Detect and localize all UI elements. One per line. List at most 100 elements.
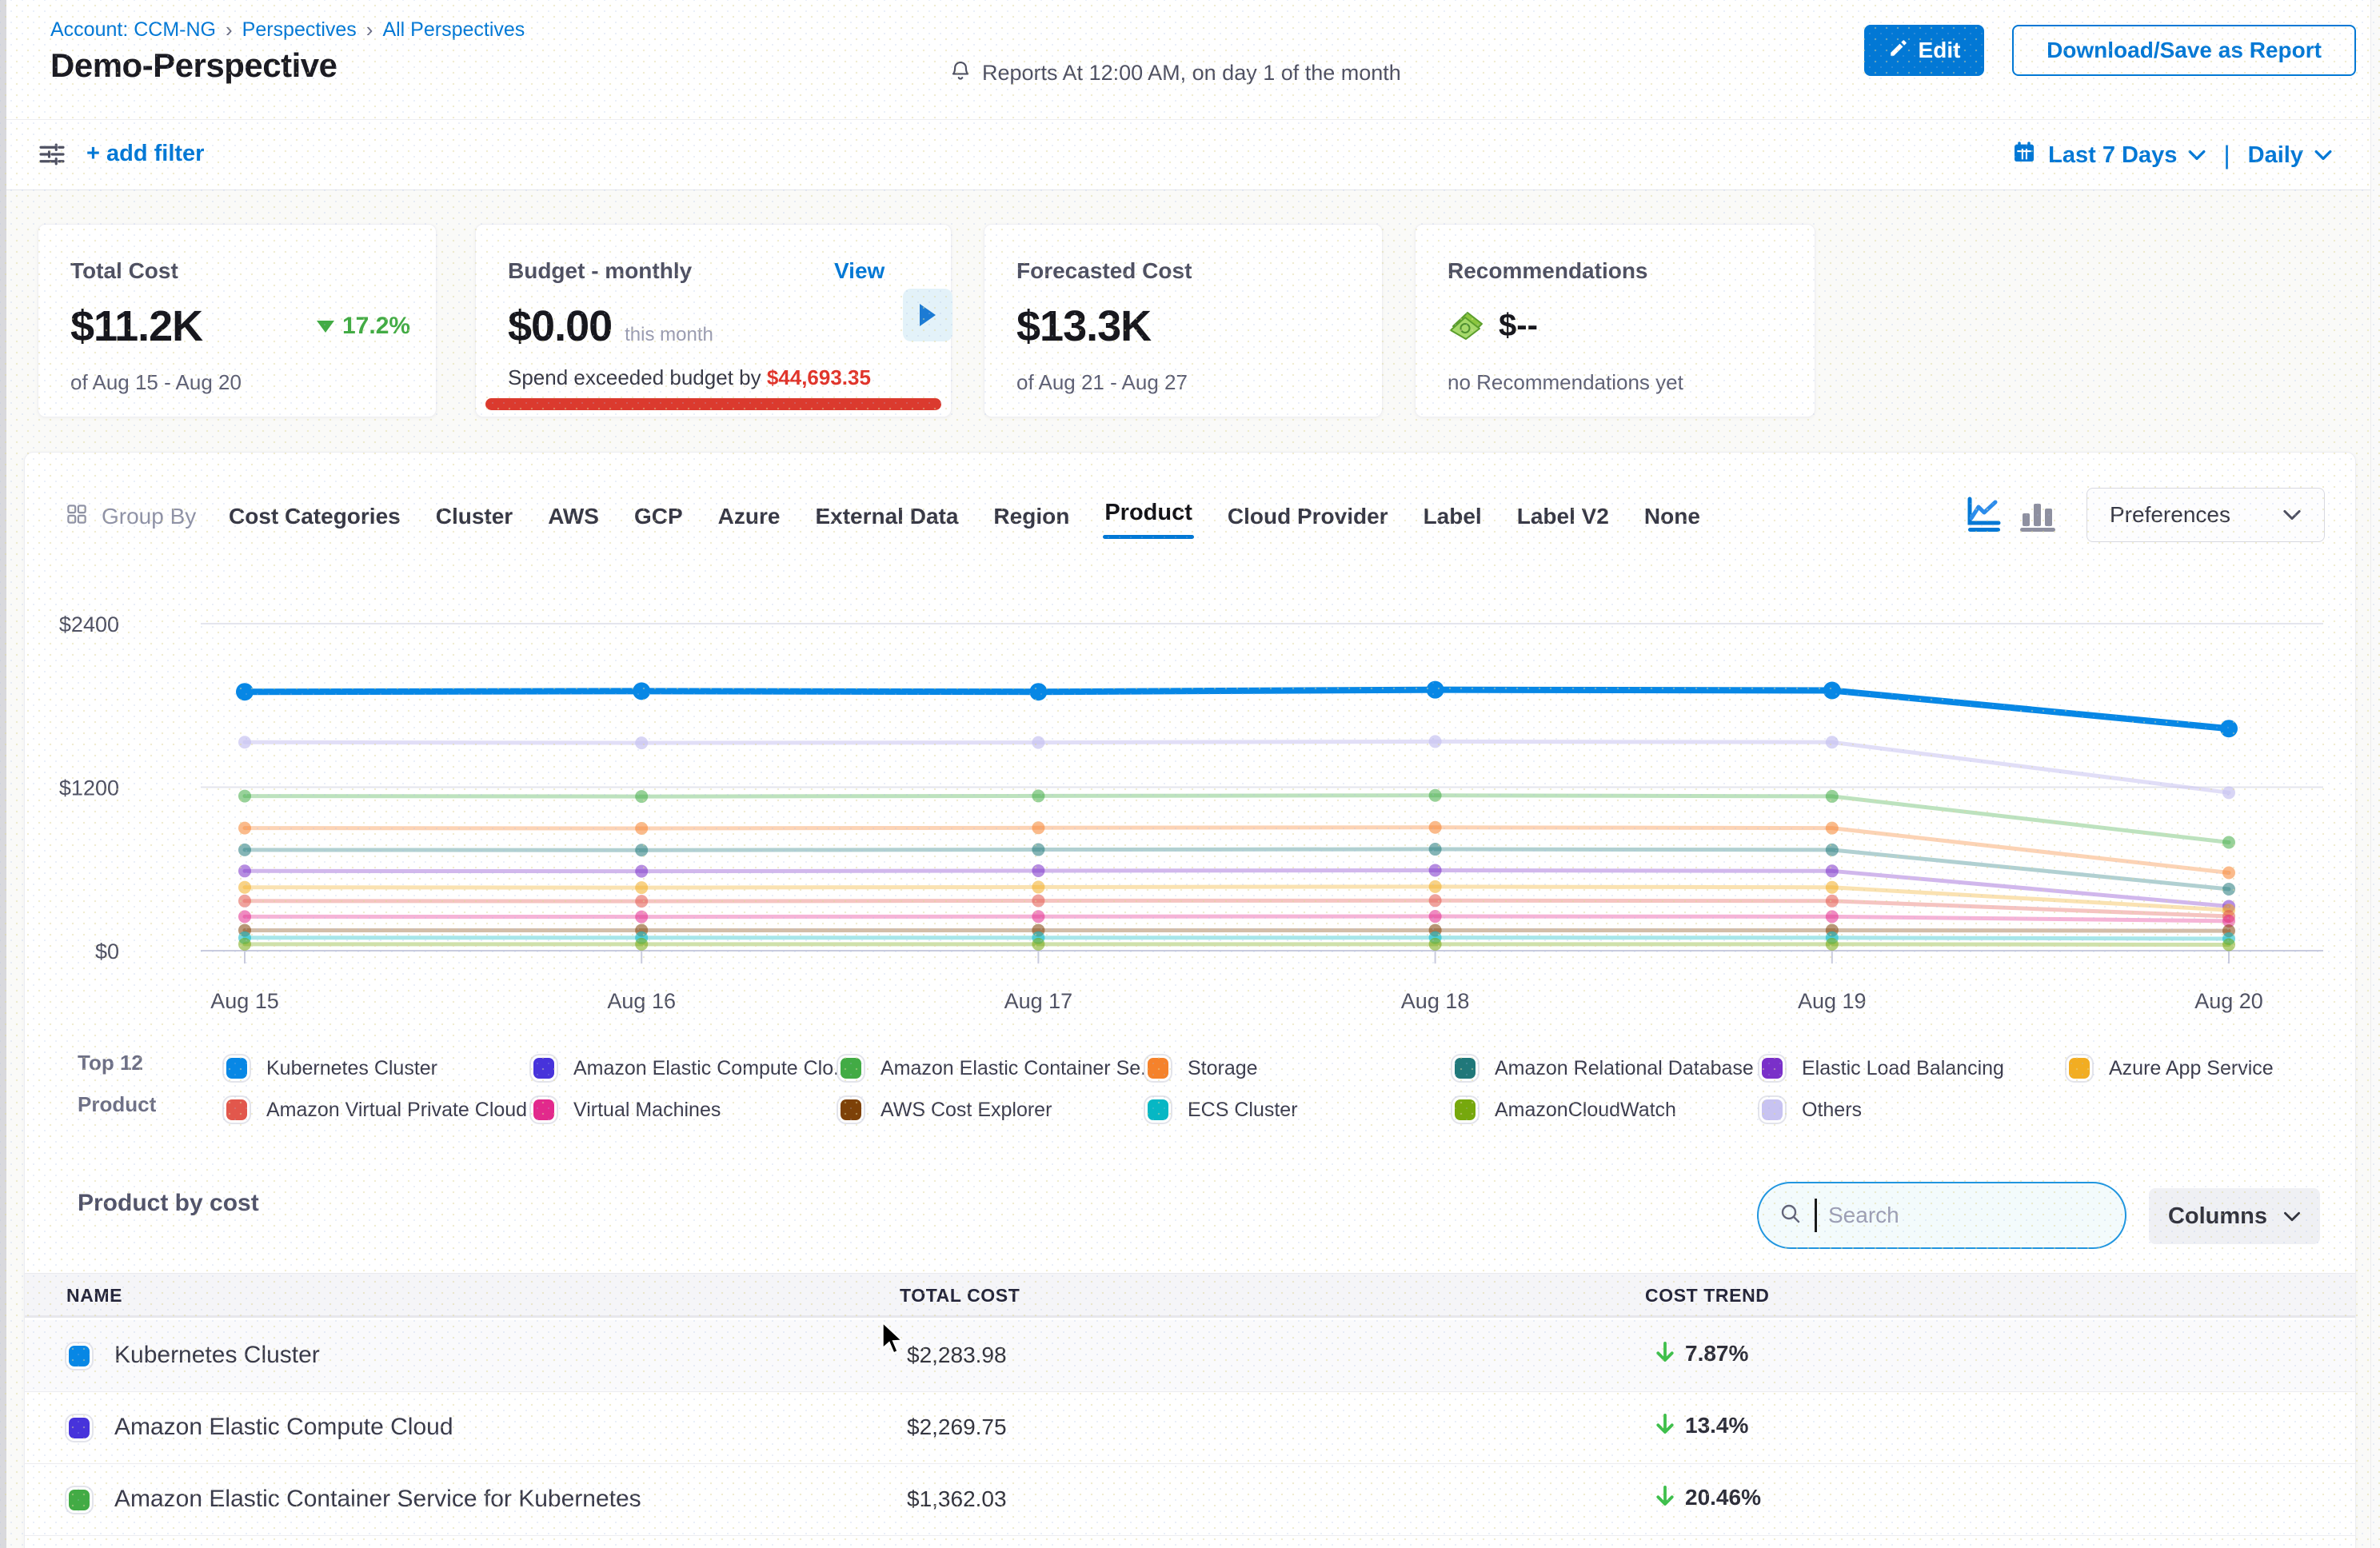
breadcrumb-account-link[interactable]: Account: CCM-NG bbox=[50, 18, 216, 41]
legend-item-amazon-virtual-private-cloud[interactable]: Amazon Virtual Private Cloud bbox=[226, 1099, 533, 1122]
filter-sliders-icon[interactable] bbox=[35, 138, 69, 175]
legend-label: Amazon Elastic Compute Clo... bbox=[573, 1056, 850, 1079]
pencil-icon bbox=[1888, 38, 1909, 64]
download-save-report-button[interactable]: Download/Save as Report bbox=[2012, 25, 2356, 76]
legend-item-amazon-relational-database[interactable]: Amazon Relational Database ... bbox=[1455, 1057, 1776, 1080]
card-label: Budget - monthly bbox=[508, 258, 693, 283]
legend-item-elastic-load-balancing[interactable]: Elastic Load Balancing bbox=[1762, 1057, 2069, 1080]
legend-item-azure-app-service[interactable]: Azure App Service bbox=[2069, 1057, 2376, 1080]
date-range-picker[interactable]: Last 7 Days bbox=[2011, 139, 2206, 171]
legend-swatch bbox=[2069, 1058, 2090, 1079]
budget-expand-button[interactable] bbox=[903, 289, 952, 341]
tab-product[interactable]: Product bbox=[1103, 499, 1194, 539]
svg-text:Aug 20: Aug 20 bbox=[2194, 989, 2263, 1013]
legend-item-amazon-elastic-compute-clo[interactable]: Amazon Elastic Compute Clo... bbox=[533, 1057, 850, 1080]
breadcrumb-perspectives-link[interactable]: Perspectives bbox=[242, 18, 357, 41]
breadcrumb-all-perspectives-link[interactable]: All Perspectives bbox=[382, 18, 525, 41]
bar-chart-toggle-icon[interactable] bbox=[2019, 499, 2056, 537]
budget-value-suffix: this month bbox=[625, 324, 713, 345]
tab-gcp[interactable]: GCP bbox=[633, 504, 683, 529]
legend-swatch bbox=[841, 1058, 861, 1079]
group-by-label: Group By bbox=[102, 504, 197, 529]
svg-text:Aug 17: Aug 17 bbox=[1004, 989, 1073, 1013]
recommendations-card: Recommendations $-- no Recommendations y… bbox=[1415, 224, 1815, 417]
table-section-title: Product by cost bbox=[78, 1190, 259, 1216]
collapsed-left-nav-edge[interactable] bbox=[0, 0, 6, 1548]
tab-label-v2[interactable]: Label V2 bbox=[1516, 504, 1609, 529]
text-caret bbox=[1815, 1199, 1817, 1232]
legend-item-ecs-cluster[interactable]: ECS Cluster bbox=[1148, 1099, 1455, 1122]
tab-cluster[interactable]: Cluster bbox=[435, 504, 513, 529]
legend-item-amazon-elastic-container-se[interactable]: Amazon Elastic Container Se... bbox=[841, 1057, 1157, 1080]
tab-none[interactable]: None bbox=[1643, 504, 1700, 529]
page-title: Demo-Perspective bbox=[50, 46, 337, 84]
table-row[interactable]: Kubernetes Cluster $2,283.98 7.87% bbox=[25, 1320, 2355, 1392]
granularity-picker[interactable]: Daily bbox=[2248, 142, 2332, 169]
legend-label: Amazon Relational Database ... bbox=[1495, 1056, 1776, 1079]
preferences-dropdown[interactable]: Preferences bbox=[2086, 488, 2325, 542]
line-chart-toggle-icon[interactable] bbox=[1963, 496, 2002, 537]
search-placeholder: Search bbox=[1828, 1203, 1899, 1227]
tab-azure[interactable]: Azure bbox=[717, 504, 781, 529]
budget-card: Budget - monthly View $0.00 this month S… bbox=[475, 224, 952, 417]
table-row[interactable]: Amazon Elastic Compute Cloud $2,269.75 13.… bbox=[25, 1392, 2355, 1464]
card-period: of Aug 15 - Aug 20 bbox=[70, 370, 242, 394]
add-filter-button[interactable]: + add filter bbox=[86, 141, 205, 166]
page-scrollbar[interactable] bbox=[2370, 0, 2380, 1548]
trend-down-arrow-icon bbox=[1656, 1414, 1674, 1434]
legend-label: Amazon Virtual Private Cloud bbox=[266, 1098, 528, 1121]
tab-region[interactable]: Region bbox=[993, 504, 1070, 529]
legend-item-virtual-machines[interactable]: Virtual Machines bbox=[533, 1099, 841, 1122]
column-header-name: NAME bbox=[66, 1285, 123, 1306]
breadcrumb-separator-icon: › bbox=[365, 18, 373, 42]
legend-swatch bbox=[1455, 1058, 1476, 1079]
svg-text:Aug 19: Aug 19 bbox=[1798, 989, 1867, 1013]
tab-label[interactable]: Label bbox=[1423, 504, 1482, 529]
legend-item-aws-cost-explorer[interactable]: AWS Cost Explorer bbox=[841, 1099, 1148, 1122]
row-total-cost: $2,283.98 bbox=[907, 1343, 1007, 1367]
svg-text:Aug 15: Aug 15 bbox=[210, 989, 279, 1013]
edit-button[interactable]: Edit bbox=[1864, 25, 1984, 76]
forecasted-cost-card: Forecasted Cost $13.3K of Aug 21 - Aug 2… bbox=[984, 224, 1383, 417]
legend-swatch bbox=[533, 1099, 554, 1120]
chevron-down-icon bbox=[2188, 150, 2206, 161]
column-header-cost-trend: COST TREND bbox=[1645, 1285, 1770, 1306]
trend-down-arrow-icon bbox=[1656, 1342, 1674, 1362]
row-cost-trend: 7.87% bbox=[1653, 1341, 1748, 1366]
legend-item-storage[interactable]: Storage bbox=[1148, 1057, 1455, 1080]
legend-swatch bbox=[1148, 1099, 1168, 1120]
svg-text:Aug 18: Aug 18 bbox=[1401, 989, 1470, 1013]
reports-schedule-text: Reports At 12:00 AM, on day 1 of the mon… bbox=[982, 61, 1401, 85]
group-by-tabs: Cost Categories Cluster AWS GCP Azure Externa… bbox=[229, 491, 1700, 542]
tab-external-data[interactable]: External Data bbox=[815, 504, 959, 529]
legend-swatch bbox=[226, 1058, 247, 1079]
search-icon bbox=[1778, 1201, 1803, 1231]
total-cost-value: $11.2K bbox=[70, 302, 203, 350]
row-swatch bbox=[69, 1418, 90, 1438]
table-row[interactable]: Amazon Elastic Container Service for Kub… bbox=[25, 1464, 2355, 1536]
search-input[interactable]: Search bbox=[1757, 1182, 2126, 1249]
svg-text:Aug 16: Aug 16 bbox=[607, 989, 676, 1013]
budget-view-link[interactable]: View bbox=[834, 258, 885, 283]
recommendations-note: no Recommendations yet bbox=[1448, 370, 1683, 394]
grid-icon bbox=[65, 502, 89, 532]
legend-item-others[interactable]: Others bbox=[1762, 1099, 2069, 1122]
legend-item-kubernetes-cluster[interactable]: Kubernetes Cluster bbox=[226, 1057, 533, 1080]
legend-item-amazoncloudwatch[interactable]: AmazonCloudWatch bbox=[1455, 1099, 1762, 1122]
tab-aws[interactable]: AWS bbox=[548, 504, 599, 529]
total-cost-card: Total Cost $11.2K 17.2% of Aug 15 - Aug … bbox=[38, 224, 437, 417]
calendar-icon bbox=[2011, 139, 2037, 171]
budget-progress-bar bbox=[485, 398, 941, 410]
time-controls: Last 7 Days | Daily bbox=[2011, 120, 2332, 190]
tab-cost-categories[interactable]: Cost Categories bbox=[229, 504, 401, 529]
legend-title-line1: Top 12 bbox=[78, 1051, 143, 1075]
chevron-down-icon bbox=[2283, 509, 2301, 521]
legend-swatch bbox=[226, 1099, 247, 1120]
columns-dropdown[interactable]: Columns bbox=[2149, 1188, 2320, 1244]
row-cost-trend: 20.46% bbox=[1653, 1485, 1761, 1510]
card-label: Forecasted Cost bbox=[1016, 258, 1192, 283]
chart-legend-items: Kubernetes Cluster Amazon Virtual Private… bbox=[226, 1047, 2376, 1131]
breadcrumb-separator-icon: › bbox=[225, 18, 233, 42]
row-cost-trend: 13.4% bbox=[1653, 1413, 1748, 1438]
tab-cloud-provider[interactable]: Cloud Provider bbox=[1227, 504, 1388, 529]
